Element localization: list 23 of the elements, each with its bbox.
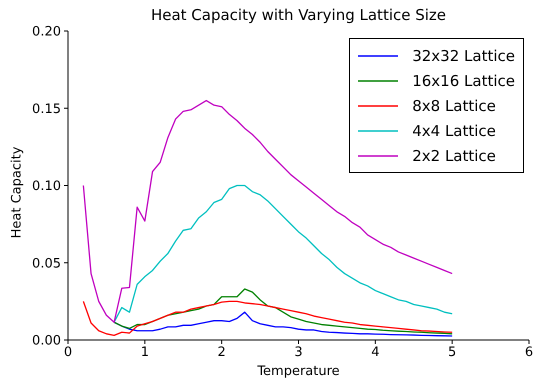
y-tick-label: 0.10 <box>32 179 61 194</box>
y-tick-label: 0.05 <box>32 256 61 272</box>
legend-label: 4x4 Lattice <box>412 122 496 140</box>
y-tick-label: 0.15 <box>32 102 61 117</box>
line-series <box>113 184 453 323</box>
x-tick-label: 1 <box>140 345 149 360</box>
line-series <box>113 288 453 334</box>
legend-label: 16x16 Lattice <box>412 72 515 90</box>
y-tick-label: 0.00 <box>32 334 61 349</box>
line-series <box>82 300 453 336</box>
x-tick-label: 5 <box>448 345 456 360</box>
x-tick-label: 4 <box>371 345 380 360</box>
x-axis-title: Temperature <box>256 364 341 379</box>
legend-label: 8x8 Lattice <box>412 96 496 114</box>
chart-title: Heat Capacity with Varying Lattice Size <box>150 6 448 24</box>
legend-label: 2x2 Lattice <box>412 146 496 164</box>
y-tick-label: 0.20 <box>32 24 61 40</box>
x-tick-label: 6 <box>524 345 534 360</box>
x-tick-label: 2 <box>218 345 226 360</box>
x-tick-label: 3 <box>294 345 303 360</box>
y-axis-title: Heat Capacity <box>10 146 24 240</box>
legend-label: 32x32 Lattice <box>412 46 515 64</box>
x-tick-label: 0 <box>64 345 72 360</box>
